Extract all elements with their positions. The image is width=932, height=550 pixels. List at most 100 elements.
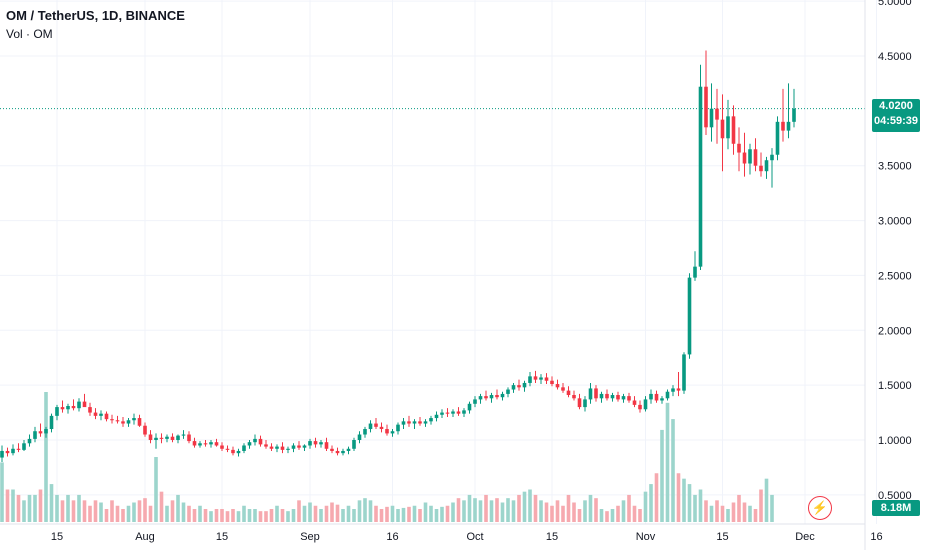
volume-bar [423, 502, 428, 522]
volume-bar [561, 505, 565, 522]
lightning-icon[interactable]: ⚡ [808, 496, 832, 520]
candle-body [99, 413, 103, 416]
volume-bar [357, 500, 362, 522]
volume-bar [159, 491, 164, 522]
volume-bar [770, 494, 774, 522]
candle-body [610, 395, 615, 399]
x-tick-label: Oct [466, 531, 483, 543]
x-tick-label: 15 [546, 531, 558, 543]
candle-body [280, 446, 285, 450]
candle-body [55, 407, 59, 416]
candle-body [467, 403, 472, 411]
candle-body [126, 420, 131, 424]
candle-body [33, 431, 37, 439]
candle-body [22, 443, 26, 450]
candle-body [720, 119, 725, 139]
volume-bar [517, 494, 521, 522]
candle-body [423, 421, 428, 424]
candle-body [654, 393, 659, 401]
volume-bar [264, 511, 268, 522]
volume-bar [687, 484, 692, 522]
volume-bar [715, 500, 719, 522]
volume-bar [550, 505, 554, 522]
candle-body [704, 86, 708, 128]
candle-body [676, 388, 681, 391]
candle-body [445, 412, 450, 414]
volume-bar [302, 505, 307, 522]
time-axis[interactable]: 15 Aug 15 Sep 16 Oct 15 Nov 15 Dec 16 [0, 523, 883, 543]
volume-legend[interactable]: Vol · OM [6, 27, 53, 41]
candle-body [605, 393, 609, 399]
candle-body [363, 429, 367, 435]
candle-body [44, 429, 48, 434]
volume-bar [748, 505, 752, 522]
chart-legend: OM / TetherUS, 1D, BINANCE Vol · OM [6, 7, 185, 43]
volume-bar [335, 504, 340, 522]
candle-body [643, 399, 648, 410]
volume-bar [170, 500, 175, 522]
candle-body [522, 382, 527, 388]
volume-bar [654, 473, 659, 522]
candle-body [528, 376, 532, 383]
last-volume-label: 8.18M [872, 500, 920, 516]
volume-bar [572, 502, 576, 522]
y-tick-label: 5.0000 [878, 0, 912, 8]
volume-bar [341, 509, 345, 522]
candle-body [242, 445, 246, 451]
volume-bar [616, 505, 620, 522]
price-axis[interactable]: 0.5000 1.0000 1.5000 2.0000 2.5000 3.0000 3.50… [864, 0, 912, 550]
volume-bar [632, 505, 637, 522]
volume-bar [698, 489, 703, 522]
candle-body [599, 393, 604, 399]
candle-body [132, 418, 136, 421]
volume-bar [577, 509, 582, 522]
volume-bar [11, 489, 15, 522]
candle-body [143, 425, 147, 435]
volume-bar [643, 491, 648, 522]
volume-bar [126, 505, 131, 522]
y-tick-label: 3.5000 [878, 161, 912, 173]
volume-bar [269, 509, 274, 522]
candle-body [220, 445, 224, 449]
candle-body [192, 441, 197, 446]
candle-body [665, 391, 670, 399]
volume-bar [192, 509, 197, 522]
volume-bar [682, 478, 686, 522]
candle-body [148, 434, 153, 440]
x-tick-label: 15 [51, 531, 63, 543]
candle-body [385, 429, 389, 434]
candle-body [165, 436, 169, 439]
candle-body [506, 389, 510, 394]
volume-bar [313, 505, 318, 522]
volume-bar [440, 506, 444, 522]
volume-bar [742, 502, 747, 522]
volume-bar [528, 489, 532, 522]
candle-body [748, 149, 752, 164]
volume-bar [242, 505, 246, 522]
volume-bar [77, 494, 81, 522]
candle-body [396, 424, 400, 432]
volume-bar [671, 419, 675, 522]
bar-countdown: 04:59:39 [873, 115, 919, 127]
volume-bar [665, 402, 670, 522]
volume-bar [555, 500, 560, 522]
volume-bar [368, 500, 373, 522]
candle-body [412, 421, 417, 424]
volume-bar [462, 500, 466, 522]
x-tick-label: 15 [216, 531, 228, 543]
volume-bar [539, 500, 543, 522]
volume-bar [253, 509, 257, 522]
volume-bar [401, 507, 406, 522]
volume-bar [605, 511, 609, 522]
volume-bar [220, 509, 224, 522]
volume-bar [737, 494, 741, 522]
candle-body [478, 396, 483, 400]
candle-body [550, 380, 554, 385]
volume-bar [231, 509, 235, 522]
candle-body [225, 448, 230, 450]
volume-bar [676, 473, 681, 522]
candle-body [649, 393, 653, 400]
symbol-title[interactable]: OM / TetherUS, 1D, BINANCE [6, 8, 185, 23]
volume-bar [649, 484, 653, 522]
